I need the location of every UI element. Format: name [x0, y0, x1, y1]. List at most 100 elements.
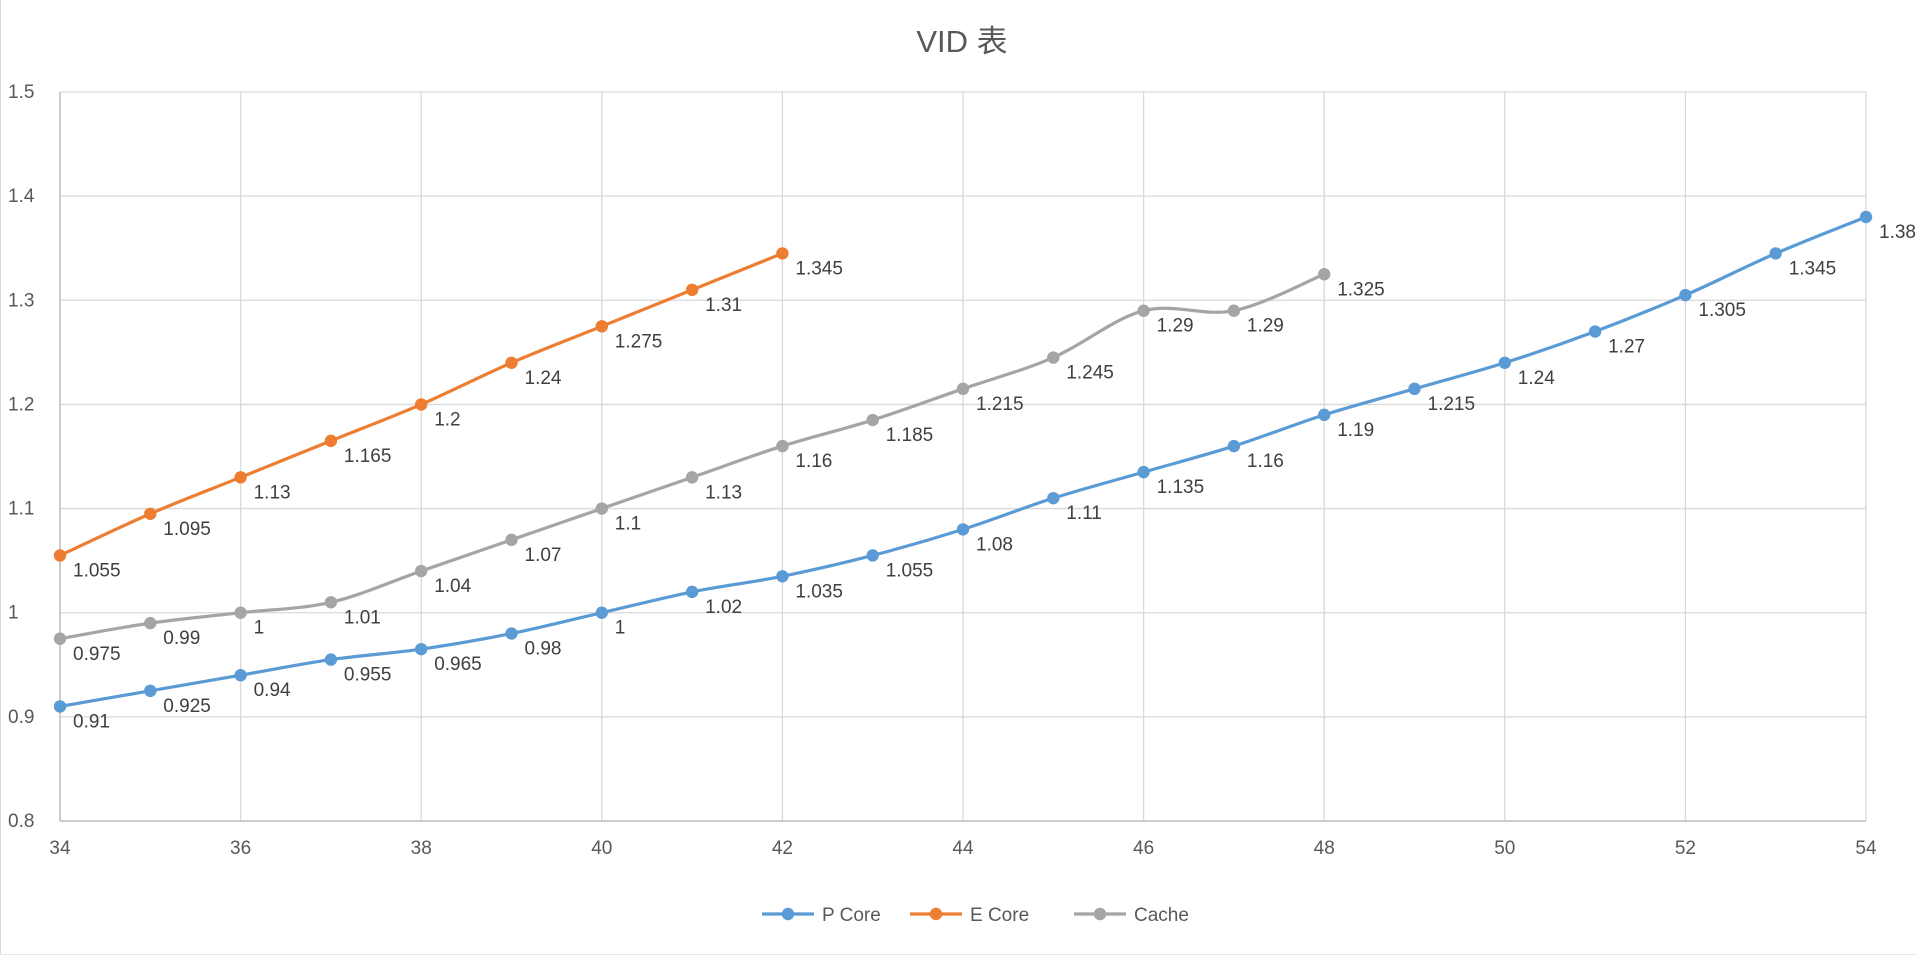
x-tick-label: 52 [1675, 838, 1696, 859]
data-point-cache [595, 502, 608, 515]
data-point-cache [144, 616, 157, 630]
series-p-core [53, 210, 1873, 713]
data-label-p-core: 1.38 [1879, 222, 1916, 243]
series-layer [53, 210, 1873, 713]
data-label-e-core: 1.275 [615, 331, 663, 352]
data-label-p-core: 1.08 [976, 534, 1013, 555]
data-label-p-core: 1.345 [1789, 258, 1837, 279]
x-tick-label: 54 [1855, 838, 1877, 859]
x-tick-label: 48 [1314, 838, 1335, 859]
legend-label-p-core: P Core [822, 905, 881, 926]
y-tick-label: 1 [8, 603, 19, 624]
data-label-p-core: 0.91 [73, 711, 110, 732]
data-point-cache [866, 413, 879, 427]
data-label-p-core: 1.305 [1698, 300, 1746, 321]
data-point-cache [685, 471, 699, 484]
data-point-cache [324, 596, 338, 609]
legend-item-cache: Cache [1074, 905, 1189, 926]
data-point-p-core [1227, 439, 1241, 453]
data-label-cache: 1.185 [886, 425, 934, 446]
x-tick-label: 44 [952, 838, 974, 859]
data-label-p-core: 1.02 [705, 597, 742, 618]
legend-item-p-core: P Core [762, 905, 881, 926]
data-label-cache: 1.29 [1157, 316, 1194, 337]
data-point-p-core [1498, 356, 1512, 369]
x-tick-label: 40 [591, 838, 612, 859]
y-tick-label: 0.9 [8, 707, 34, 728]
data-point-p-core [1588, 325, 1602, 338]
data-label-p-core: 1.27 [1608, 337, 1645, 358]
y-tick-label: 1.5 [8, 82, 34, 103]
data-point-p-core [1769, 247, 1782, 260]
data-point-p-core [505, 627, 518, 640]
y-tick-label: 0.8 [8, 811, 34, 832]
x-tick-label: 34 [49, 838, 71, 859]
data-point-cache [1137, 304, 1150, 317]
data-label-p-core: 0.965 [434, 654, 482, 675]
series-e-core [53, 247, 789, 562]
data-point-e-core [776, 247, 789, 260]
y-tick-label: 1.1 [8, 499, 34, 520]
data-label-e-core: 1.165 [344, 446, 392, 467]
data-point-p-core [144, 684, 157, 698]
data-label-cache: 1.01 [344, 607, 381, 628]
data-point-cache [415, 564, 428, 578]
data-point-e-core [324, 434, 338, 448]
data-point-p-core [1408, 382, 1421, 396]
data-point-cache [505, 533, 518, 547]
axes: 0.80.911.11.21.31.41.534 36 38 40 42 44 46 48 50… [8, 82, 1877, 859]
data-label-cache: 1.16 [795, 451, 832, 472]
legend-item-e-core: E Core [910, 905, 1029, 926]
data-point-e-core [234, 471, 247, 484]
x-tick-label: 36 [230, 838, 251, 859]
data-point-cache [776, 439, 789, 453]
chart-title: VID 表 [916, 24, 1007, 59]
gridlines [59, 91, 1867, 822]
data-label-cache: 0.975 [73, 644, 121, 665]
data-point-cache [1318, 268, 1331, 281]
data-label-cache: 1.04 [434, 576, 471, 597]
data-point-p-core [1859, 210, 1873, 224]
data-label-cache: 0.99 [163, 628, 200, 649]
x-tick-label: 50 [1494, 838, 1515, 859]
legend-label-e-core: E Core [970, 905, 1029, 926]
data-point-cache [1047, 351, 1060, 364]
data-point-p-core [53, 700, 67, 713]
data-point-p-core [324, 653, 338, 666]
data-label-p-core: 1.135 [1157, 477, 1205, 498]
data-point-p-core [1047, 491, 1060, 505]
data-label-p-core: 1.11 [1066, 503, 1102, 524]
data-point-p-core [234, 669, 247, 682]
data-point-cache [1227, 304, 1241, 317]
data-label-p-core: 0.955 [344, 665, 392, 686]
data-point-p-core [415, 642, 428, 656]
data-point-cache [234, 606, 247, 619]
data-point-e-core [415, 398, 428, 411]
data-label-p-core: 1.19 [1337, 420, 1374, 441]
x-tick-label: 46 [1133, 838, 1154, 859]
legend: P Core E Core Cache [762, 905, 1189, 926]
data-label-cache: 1.325 [1337, 279, 1385, 300]
data-label-p-core: 0.94 [254, 680, 291, 701]
data-point-cache [956, 382, 970, 396]
series-cache [53, 268, 1331, 645]
data-label-cache: 1.1 [615, 514, 641, 535]
data-point-e-core [53, 549, 67, 562]
legend-marker-cache [1093, 907, 1107, 921]
legend-label-cache: Cache [1134, 905, 1189, 926]
data-label-e-core: 1.13 [254, 482, 291, 503]
data-label-e-core: 1.095 [163, 519, 211, 540]
x-tick-label: 38 [411, 838, 432, 859]
series-line-cache [58, 272, 1326, 641]
data-label-p-core: 1.215 [1428, 394, 1476, 415]
data-label-e-core: 1.2 [434, 409, 460, 430]
data-point-e-core [505, 356, 518, 369]
data-label-e-core: 1.345 [795, 258, 843, 279]
data-label-e-core: 1.055 [73, 560, 121, 581]
data-point-p-core [776, 570, 789, 583]
data-label-p-core: 0.925 [163, 696, 211, 717]
data-label-cache: 1.29 [1247, 316, 1284, 337]
data-label-e-core: 1.31 [705, 295, 742, 316]
data-point-p-core [1679, 288, 1692, 302]
